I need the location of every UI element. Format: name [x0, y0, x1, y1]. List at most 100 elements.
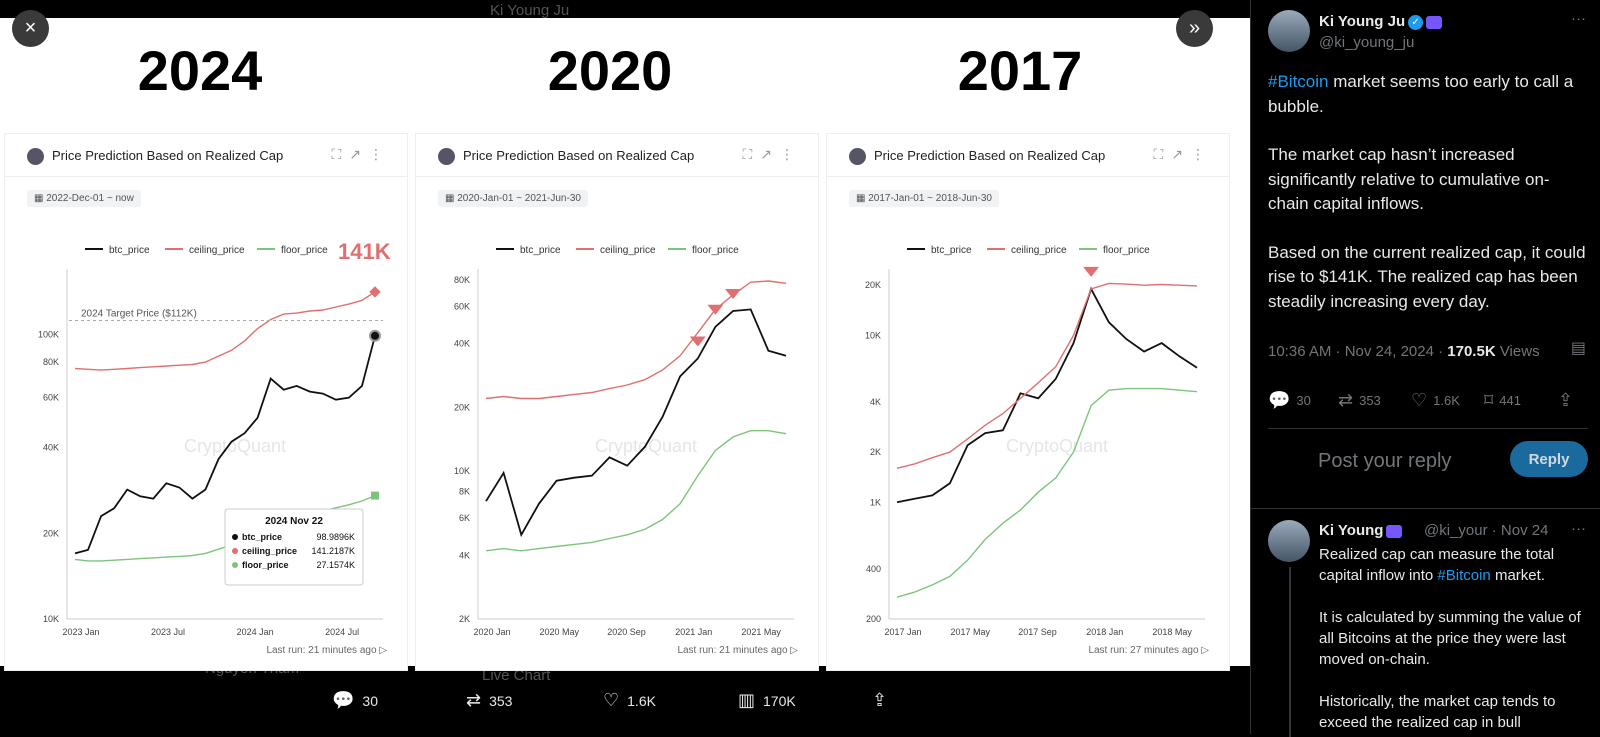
- date-range[interactable]: ▦ 2022-Dec-01 ~ now: [27, 190, 141, 207]
- tweet-timestamp[interactable]: 10:36 AM · Nov 24, 2024 ·: [1268, 343, 1448, 360]
- more-icon[interactable]: ⋮: [780, 146, 802, 162]
- last-run-text: Last run: 27 minutes ago: [1088, 645, 1199, 656]
- play-icon[interactable]: ▷: [379, 645, 387, 656]
- reply-paragraph-1: Realized cap can measure the total capit…: [1319, 544, 1589, 586]
- x-tick-label: 2020 Jan: [473, 627, 510, 637]
- card-toolbar: ⛶↗⋮: [331, 146, 391, 163]
- affiliate-badge-icon: [1426, 15, 1443, 29]
- legend-label-ceiling_price: ceiling_price: [189, 245, 245, 256]
- y-tick-label: 60K: [454, 301, 470, 311]
- like-count: 1.6K: [627, 692, 656, 709]
- y-tick-label: 80K: [454, 275, 470, 285]
- external-link-icon[interactable]: ↗: [349, 146, 369, 162]
- y-tick-label: 100K: [38, 330, 59, 340]
- y-tick-label: 2K: [870, 447, 881, 457]
- reply-stat[interactable]: 💬 30: [1268, 390, 1311, 411]
- ceiling-endpoint-marker: [369, 286, 381, 298]
- reply-paragraph-2: It is calculated by summing the value of…: [1319, 609, 1581, 668]
- reply-button[interactable]: Reply: [1510, 441, 1588, 477]
- author-name[interactable]: Ki Young Ju ✓: [1319, 13, 1443, 30]
- bookmark-stat[interactable]: ⌑ 441: [1484, 390, 1521, 411]
- more-icon[interactable]: ⋮: [369, 146, 391, 162]
- x-tick-label: 2017 May: [951, 627, 991, 637]
- peak-marker: [1083, 266, 1100, 277]
- hashtag-link[interactable]: #Bitcoin: [1268, 72, 1329, 91]
- retweet-icon: ⇄: [1338, 390, 1354, 410]
- more-options-icon[interactable]: ···: [1571, 520, 1586, 537]
- reply-count: 30: [1296, 393, 1311, 408]
- more-options-icon[interactable]: ···: [1571, 10, 1586, 27]
- external-link-icon[interactable]: ↗: [760, 146, 780, 162]
- hashtag-link[interactable]: #Bitcoin: [1437, 567, 1491, 584]
- views-action[interactable]: ▥ 170K: [738, 690, 796, 711]
- tweet-paragraph-1: #Bitcoin market seems too early to call …: [1268, 70, 1586, 119]
- reply-author-name-text: Ki Young: [1319, 522, 1384, 539]
- share-stat[interactable]: ⇪: [1558, 390, 1573, 411]
- more-icon[interactable]: ⋮: [1191, 146, 1213, 162]
- like-icon: ♡: [603, 690, 620, 710]
- expand-icon[interactable]: ⛶: [742, 146, 761, 162]
- target-price-label: 2024 Target Price ($112K): [81, 309, 197, 320]
- x-tick-label: 2018 May: [1152, 627, 1192, 637]
- reply-handle-date[interactable]: @ki_your · Nov 24: [1424, 522, 1548, 539]
- tweet-meta: 10:36 AM · Nov 24, 2024 · 170.5K Views: [1268, 343, 1540, 360]
- y-tick-label: 200: [866, 614, 881, 624]
- retweet-stat[interactable]: ⇄ 353: [1338, 390, 1381, 411]
- expand-icon[interactable]: ⛶: [331, 146, 350, 162]
- series-line-ceiling_price: [485, 280, 787, 400]
- share-action[interactable]: ⇪: [872, 690, 887, 711]
- like-icon: ♡: [1411, 390, 1428, 410]
- collapse-panel-button[interactable]: »: [1176, 10, 1213, 47]
- series-line-btc_price: [896, 286, 1198, 504]
- reply-input[interactable]: Post your reply: [1318, 450, 1452, 472]
- year-2020-label: 2020: [547, 39, 673, 102]
- avatar[interactable]: [1268, 10, 1310, 52]
- peak-marker: [707, 304, 724, 315]
- avatar[interactable]: [1268, 520, 1310, 562]
- last-run-text: Last run: 21 minutes ago: [266, 645, 377, 656]
- date-range-text: 2020-Jan-01 ~ 2021-Jun-30: [457, 193, 581, 204]
- card-header: Price Prediction Based on Realized Cap ⛶…: [5, 134, 407, 177]
- x-tick-label: 2020 May: [540, 627, 580, 637]
- expand-icon[interactable]: ⛶: [1153, 146, 1172, 162]
- tweet-detail-pane: Ki Young Ju ✓ @ki_young_ju ··· #Bitcoin m…: [1250, 0, 1600, 737]
- analytics-icon[interactable]: ▤: [1570, 340, 1586, 357]
- chart-card-2020: Price Prediction Based on Realized Cap ⛶…: [415, 133, 819, 671]
- close-button[interactable]: ×: [12, 10, 49, 47]
- tweet-paragraph-2: The market cap hasn’t increased signific…: [1268, 145, 1550, 213]
- reply-text: Realized cap can measure the total capit…: [1319, 544, 1589, 733]
- y-tick-label: 4K: [870, 397, 881, 407]
- affiliate-badge-icon: [1386, 524, 1403, 538]
- legend-label-floor_price: floor_price: [281, 245, 328, 256]
- year-2024-label: 2024: [137, 39, 263, 102]
- views-count: 170.5K: [1447, 343, 1496, 360]
- y-tick-label: 40K: [454, 339, 470, 349]
- y-tick-label: 10K: [43, 614, 59, 624]
- thread-line: [1289, 567, 1291, 737]
- author-handle[interactable]: @ki_young_ju: [1319, 34, 1415, 51]
- like-stat[interactable]: ♡ 1.6K: [1411, 390, 1460, 411]
- retweet-action[interactable]: ⇄ 353: [466, 690, 512, 711]
- like-action[interactable]: ♡ 1.6K: [603, 690, 656, 711]
- tooltip-series-value: 27.1574K: [316, 560, 355, 570]
- legend-label-btc_price: btc_price: [109, 245, 150, 256]
- last-run: Last run: 27 minutes ago ▷: [1088, 645, 1209, 656]
- tooltip-date: 2024 Nov 22: [265, 516, 323, 527]
- date-range[interactable]: ▦ 2020-Jan-01 ~ 2021-Jun-30: [438, 190, 588, 207]
- reply-author-name[interactable]: Ki Young: [1319, 522, 1403, 539]
- card-toolbar: ⛶↗⋮: [1153, 146, 1213, 163]
- reply-action[interactable]: 💬 30: [332, 690, 378, 711]
- verified-badge-icon: ✓: [1408, 14, 1424, 30]
- views-icon: ▥: [738, 690, 756, 710]
- views-count: 170K: [763, 692, 796, 709]
- reply-date: · Nov 24: [1491, 522, 1549, 539]
- legend-label-ceiling_price: ceiling_price: [1011, 245, 1067, 256]
- floor-endpoint-marker: [371, 491, 379, 500]
- external-link-icon[interactable]: ↗: [1171, 146, 1191, 162]
- reply-icon: 💬: [1268, 390, 1291, 410]
- legend-label-floor_price: floor_price: [1103, 245, 1150, 256]
- play-icon[interactable]: ▷: [1201, 645, 1209, 656]
- date-range[interactable]: ▦ 2017-Jan-01 ~ 2018-Jun-30: [849, 190, 999, 207]
- author-name-text: Ki Young Ju: [1319, 13, 1406, 30]
- play-icon[interactable]: ▷: [790, 645, 798, 656]
